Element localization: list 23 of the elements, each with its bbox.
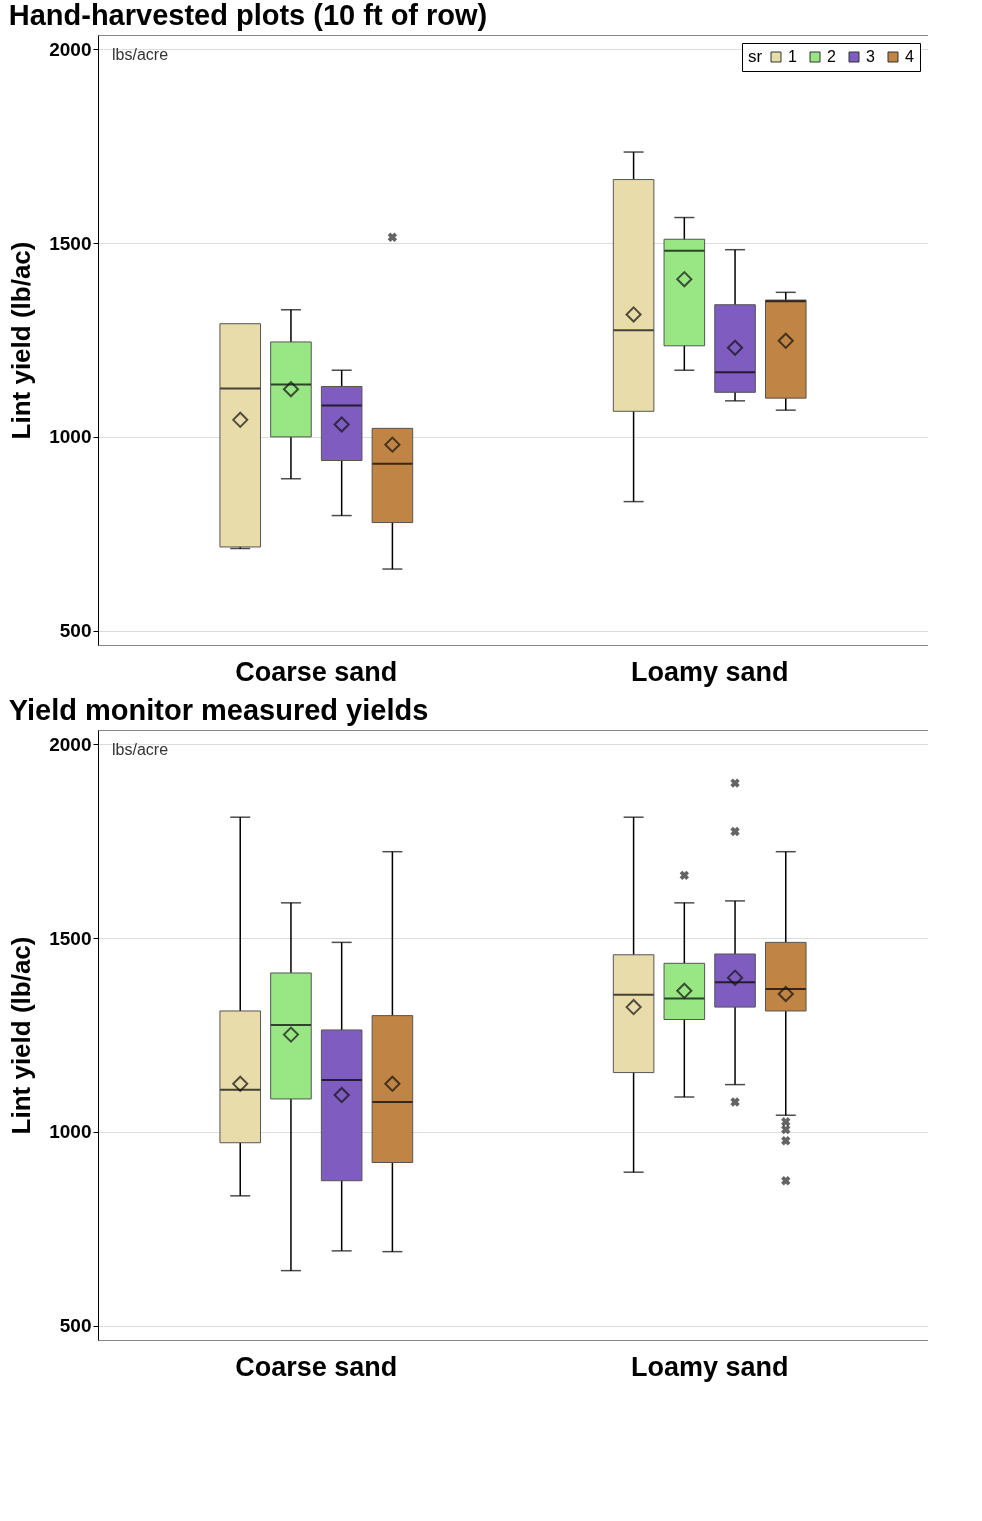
y-tick-label: 2000 <box>49 38 92 60</box>
y-axis-title: Lint yield (lb/ac) <box>6 241 37 440</box>
legend-label: 3 <box>866 48 875 65</box>
legend-title: sr <box>748 47 763 66</box>
legend-label: 1 <box>788 48 797 65</box>
annotation: lbs/acre <box>112 46 169 63</box>
y-axis-title: Lint yield (lb/ac) <box>6 936 37 1135</box>
legend-label: 2 <box>827 48 836 65</box>
legend-label: 4 <box>905 48 914 65</box>
y-tick-label: 1500 <box>49 232 92 254</box>
y-tick-label: 1000 <box>49 426 92 448</box>
x-tick-label: Coarse sand <box>235 656 398 687</box>
x-tick-label: Loamy sand <box>630 656 789 687</box>
y-tick-label: 500 <box>59 620 92 642</box>
y-tick-label: 2000 <box>49 733 92 755</box>
y-tick-label: 500 <box>59 1315 92 1337</box>
chart-title: Yield monitor measured yields <box>8 694 429 726</box>
y-tick-label: 1000 <box>49 1121 92 1143</box>
y-tick-label: 1500 <box>49 927 92 949</box>
chart-title: Hand-harvested plots (10 ft of row) <box>8 0 488 31</box>
annotation: lbs/acre <box>112 741 169 758</box>
x-tick-label: Loamy sand <box>630 1351 789 1382</box>
x-tick-label: Coarse sand <box>235 1351 398 1382</box>
